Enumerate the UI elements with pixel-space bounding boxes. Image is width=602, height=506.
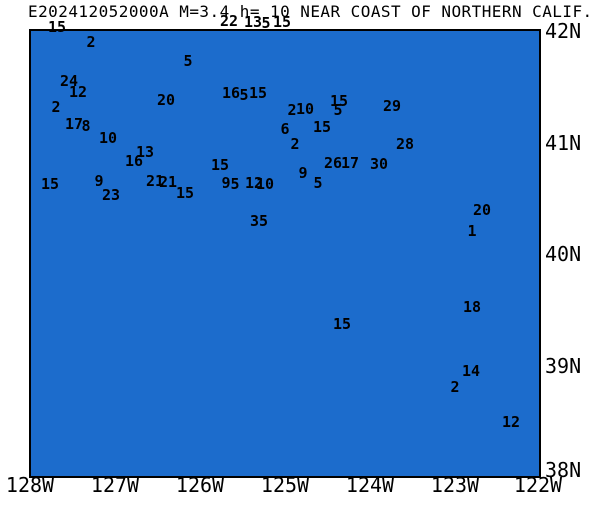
- longitude-tick-label: 128W: [6, 473, 55, 497]
- latitude-tick-label: 42N: [545, 19, 581, 43]
- event-depth-label: 15: [48, 18, 66, 36]
- event-depth-label: 15: [41, 175, 59, 193]
- event-depth-label: 22: [220, 12, 238, 30]
- event-depth-label: 21: [146, 172, 164, 190]
- event-depth-label: 15: [273, 13, 291, 31]
- event-depth-label: 26: [324, 154, 342, 172]
- event-depth-label: 15: [249, 84, 267, 102]
- event-depth-label: 9: [298, 164, 307, 182]
- event-depth-label: 5: [183, 52, 192, 70]
- event-depth-label: 6: [280, 120, 289, 138]
- longitude-tick-label: 123W: [431, 473, 480, 497]
- ocean: [30, 30, 540, 477]
- event-depth-label: 18: [463, 298, 481, 316]
- event-depth-label: 5: [239, 86, 248, 104]
- event-depth-label: 1: [467, 222, 476, 240]
- event-depth-label: 9: [94, 172, 103, 190]
- plot-title: E202412052000A M=3.4 h= 10 NEAR COAST OF…: [28, 2, 593, 21]
- event-depth-label: 2: [287, 101, 296, 119]
- latitude-tick-label: 40N: [545, 242, 581, 266]
- event-depth-label: 17: [341, 154, 359, 172]
- event-depth-label: 10: [256, 175, 274, 193]
- event-depth-label: 2: [450, 378, 459, 396]
- longitude-tick-label: 127W: [91, 473, 140, 497]
- event-depth-label: 10: [296, 100, 314, 118]
- event-depth-label: 13: [244, 13, 262, 31]
- event-depth-label: 5: [313, 174, 322, 192]
- event-depth-label: 12: [502, 413, 520, 431]
- event-depth-label: 15: [333, 315, 351, 333]
- event-depth-label: 16: [222, 84, 240, 102]
- latitude-tick-label: 38N: [545, 458, 581, 482]
- event-depth-label: 15: [313, 118, 331, 136]
- event-depth-label: 2: [86, 33, 95, 51]
- event-depth-label: 5: [333, 101, 342, 119]
- longitude-tick-label: 124W: [346, 473, 395, 497]
- event-depth-label: 24: [60, 72, 78, 90]
- longitude-tick-label: 125W: [261, 473, 310, 497]
- event-depth-label: 12: [245, 174, 263, 192]
- event-depth-label: 12: [69, 83, 87, 101]
- event-depth-label: 2: [290, 135, 299, 153]
- event-depth-label: 35: [250, 212, 268, 230]
- event-depth-label: 2: [51, 98, 60, 116]
- latitude-tick-label: 39N: [545, 354, 581, 378]
- event-depth-label: 14: [462, 362, 480, 380]
- event-depth-label: 5: [261, 14, 270, 32]
- longitude-tick-label: 122W: [514, 473, 563, 497]
- event-depth-label: 20: [473, 201, 491, 219]
- event-depth-label: 9: [221, 174, 230, 192]
- event-depth-label: 28: [396, 135, 414, 153]
- event-depth-label: 15: [176, 184, 194, 202]
- event-depth-label: 10: [99, 129, 117, 147]
- longitude-tick-label: 126W: [176, 473, 225, 497]
- event-depth-label: 15: [330, 92, 348, 110]
- event-depth-label: 5: [230, 175, 239, 193]
- event-depth-label: 15: [211, 156, 229, 174]
- event-depth-label: 21: [159, 173, 177, 191]
- event-depth-label: 29: [383, 97, 401, 115]
- event-depth-label: 13: [136, 143, 154, 161]
- event-depth-label: 17: [65, 115, 83, 133]
- map-frame: [29, 29, 541, 478]
- event-depth-label: 23: [102, 186, 120, 204]
- latitude-tick-label: 41N: [545, 131, 581, 155]
- event-depth-label: 8: [81, 117, 90, 135]
- event-depth-label: 30: [370, 155, 388, 173]
- event-depth-label: 20: [157, 91, 175, 109]
- event-depth-label: 16: [125, 152, 143, 170]
